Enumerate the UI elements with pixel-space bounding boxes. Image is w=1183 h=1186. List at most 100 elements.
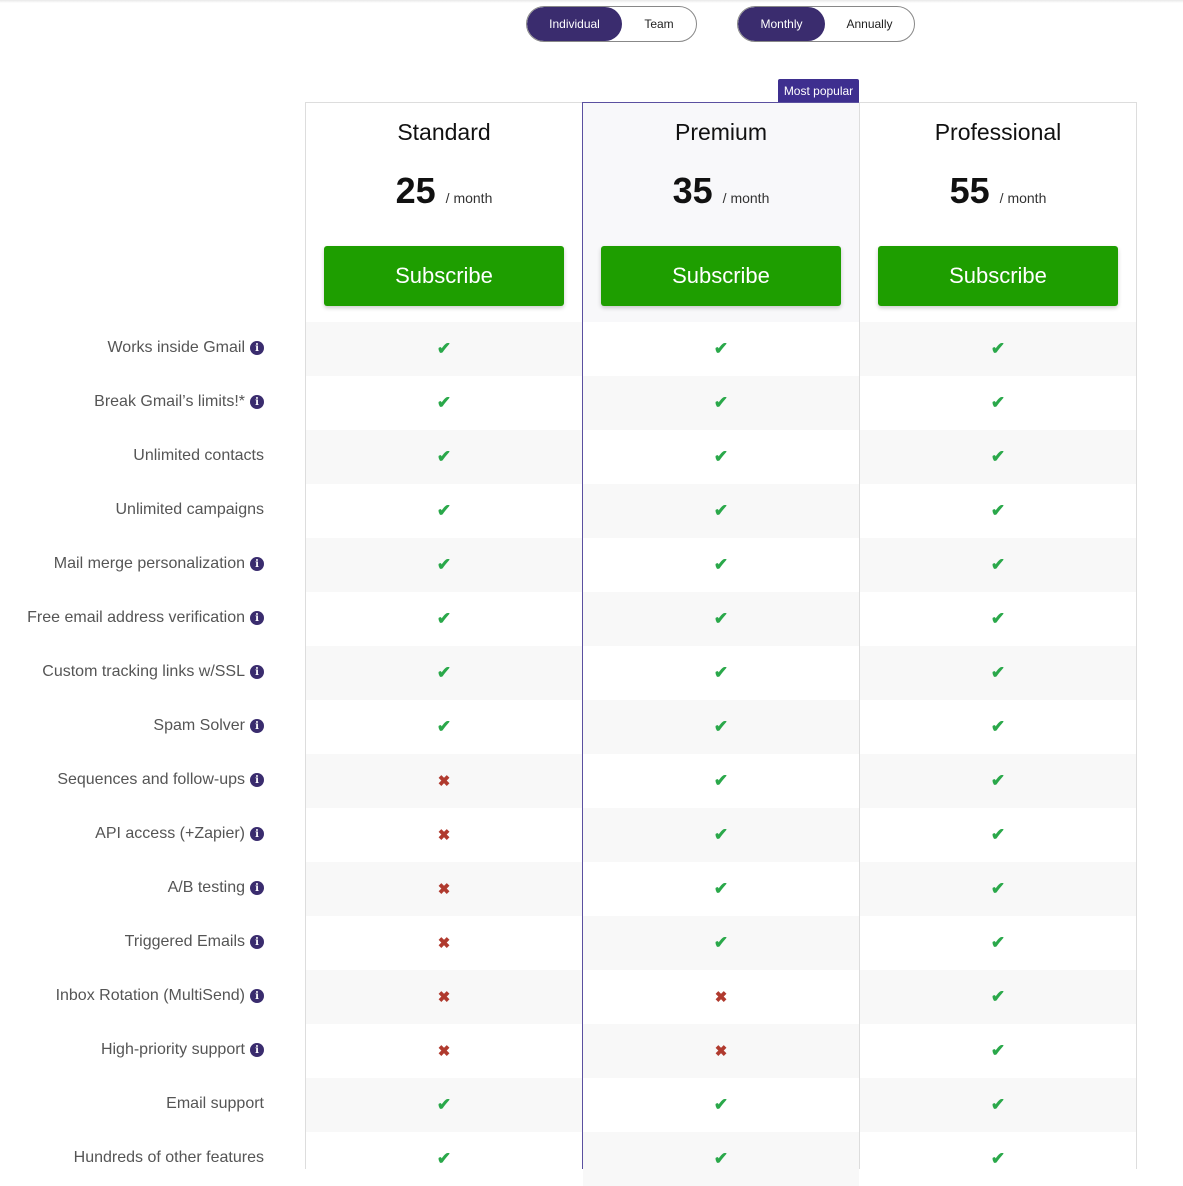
price-period: / month (722, 190, 770, 206)
info-icon[interactable]: i (250, 989, 264, 1003)
feature-label-text: Mail merge personalization (53, 555, 245, 572)
toggle-monthly[interactable]: Monthly (738, 7, 825, 41)
check-icon: ✔ (990, 393, 1006, 412)
price-period: / month (445, 190, 493, 206)
check-icon: ✔ (713, 771, 729, 790)
feature-cell: ✔ (306, 376, 582, 430)
most-popular-badge: Most popular (778, 79, 859, 102)
check-icon: ✔ (713, 339, 729, 358)
info-icon[interactable]: i (250, 611, 264, 625)
subscribe-button[interactable]: Subscribe (878, 246, 1118, 306)
info-icon[interactable]: i (250, 881, 264, 895)
feature-cell: ✔ (583, 1078, 859, 1132)
feature-cell: ✔ (583, 700, 859, 754)
feature-cell: ✔ (306, 1132, 582, 1186)
feature-label: Hundreds of other features (74, 1131, 264, 1185)
info-icon[interactable]: i (250, 395, 264, 409)
feature-cell: ✖ (306, 808, 582, 862)
feature-cell: ✔ (860, 862, 1136, 916)
check-icon: ✔ (990, 447, 1006, 466)
feature-cell: ✔ (860, 538, 1136, 592)
info-icon[interactable]: i (250, 557, 264, 571)
feature-cell: ✔ (860, 1024, 1136, 1078)
toggle-annually[interactable]: Annually (846, 17, 893, 31)
feature-label: Mail merge personalization i (54, 537, 264, 591)
check-icon: ✔ (436, 663, 452, 682)
check-icon: ✔ (990, 1149, 1006, 1168)
feature-label: Triggered Emails i (125, 915, 264, 969)
check-icon: ✔ (436, 609, 452, 628)
check-icon: ✔ (713, 1095, 729, 1114)
feature-cell: ✖ (306, 916, 582, 970)
cross-icon: ✖ (437, 935, 451, 952)
subscribe-button[interactable]: Subscribe (601, 246, 841, 306)
check-icon: ✔ (990, 987, 1006, 1006)
feature-label-text: Unlimited campaigns (115, 501, 264, 518)
check-icon: ✔ (436, 393, 452, 412)
plan-header: Professional 55 / month Subscribe (860, 103, 1136, 322)
feature-cell: ✔ (860, 484, 1136, 538)
feature-cell: ✔ (860, 592, 1136, 646)
check-icon: ✔ (713, 555, 729, 574)
feature-cell: ✖ (306, 862, 582, 916)
feature-cell: ✔ (860, 376, 1136, 430)
price-period: / month (999, 190, 1047, 206)
check-icon: ✔ (990, 501, 1006, 520)
info-icon[interactable]: i (250, 341, 264, 355)
feature-cell: ✔ (583, 1132, 859, 1186)
feature-cell: ✔ (583, 862, 859, 916)
info-icon[interactable]: i (250, 719, 264, 733)
check-icon: ✔ (990, 1095, 1006, 1114)
feature-label: Unlimited contacts (133, 429, 264, 483)
check-icon: ✔ (990, 1041, 1006, 1060)
cross-icon: ✖ (714, 1043, 728, 1060)
toggle-individual[interactable]: Individual (527, 7, 622, 41)
plan-column-professional: Professional 55 / month Subscribe ✔ ✔ ✔ ✔ ✔ ✔… (859, 102, 1137, 1169)
billing-toggle[interactable]: Monthly Annually (737, 6, 915, 42)
check-icon: ✔ (436, 447, 452, 466)
info-icon[interactable]: i (250, 935, 264, 949)
feature-cell: ✔ (306, 700, 582, 754)
feature-cell: ✔ (306, 646, 582, 700)
feature-label-text: Inbox Rotation (MultiSend) (55, 987, 245, 1004)
feature-label-text: A/B testing (167, 879, 245, 896)
feature-cell: ✔ (860, 916, 1136, 970)
feature-label: Break Gmail’s limits!* i (94, 375, 264, 429)
feature-label-text: Sequences and follow-ups (57, 771, 245, 788)
feature-cell: ✔ (306, 538, 582, 592)
check-icon: ✔ (990, 879, 1006, 898)
info-icon[interactable]: i (250, 665, 264, 679)
feature-label-text: Unlimited contacts (133, 447, 264, 464)
audience-toggle[interactable]: Individual Team (526, 6, 697, 42)
check-icon: ✔ (436, 1095, 452, 1114)
price-amount: 55 (949, 170, 990, 211)
feature-label-text: Triggered Emails (124, 933, 245, 950)
feature-label-text: Break Gmail’s limits!* (94, 393, 245, 410)
feature-cell: ✔ (306, 484, 582, 538)
check-icon: ✔ (713, 663, 729, 682)
check-icon: ✔ (436, 1149, 452, 1168)
cross-icon: ✖ (714, 989, 728, 1006)
feature-label: API access (+Zapier) i (95, 807, 264, 861)
feature-label: Email support (166, 1077, 264, 1131)
info-icon[interactable]: i (250, 773, 264, 787)
feature-cell: ✔ (306, 430, 582, 484)
subscribe-button[interactable]: Subscribe (324, 246, 564, 306)
feature-cell: ✔ (583, 808, 859, 862)
plan-header: Standard 25 / month Subscribe (306, 103, 582, 322)
toggle-team[interactable]: Team (644, 17, 674, 31)
feature-cell: ✔ (860, 646, 1136, 700)
feature-cell: ✔ (583, 322, 859, 376)
check-icon: ✔ (436, 555, 452, 574)
feature-label: Inbox Rotation (MultiSend) i (56, 969, 264, 1023)
check-icon: ✔ (990, 933, 1006, 952)
check-icon: ✔ (990, 555, 1006, 574)
feature-cell: ✖ (306, 1024, 582, 1078)
check-icon: ✔ (436, 717, 452, 736)
info-icon[interactable]: i (250, 1043, 264, 1057)
plan-name: Standard (397, 119, 491, 145)
info-icon[interactable]: i (250, 827, 264, 841)
feature-cell: ✔ (583, 430, 859, 484)
feature-label: Custom tracking links w/SSL i (42, 645, 264, 699)
feature-label: High-priority support i (101, 1023, 264, 1077)
